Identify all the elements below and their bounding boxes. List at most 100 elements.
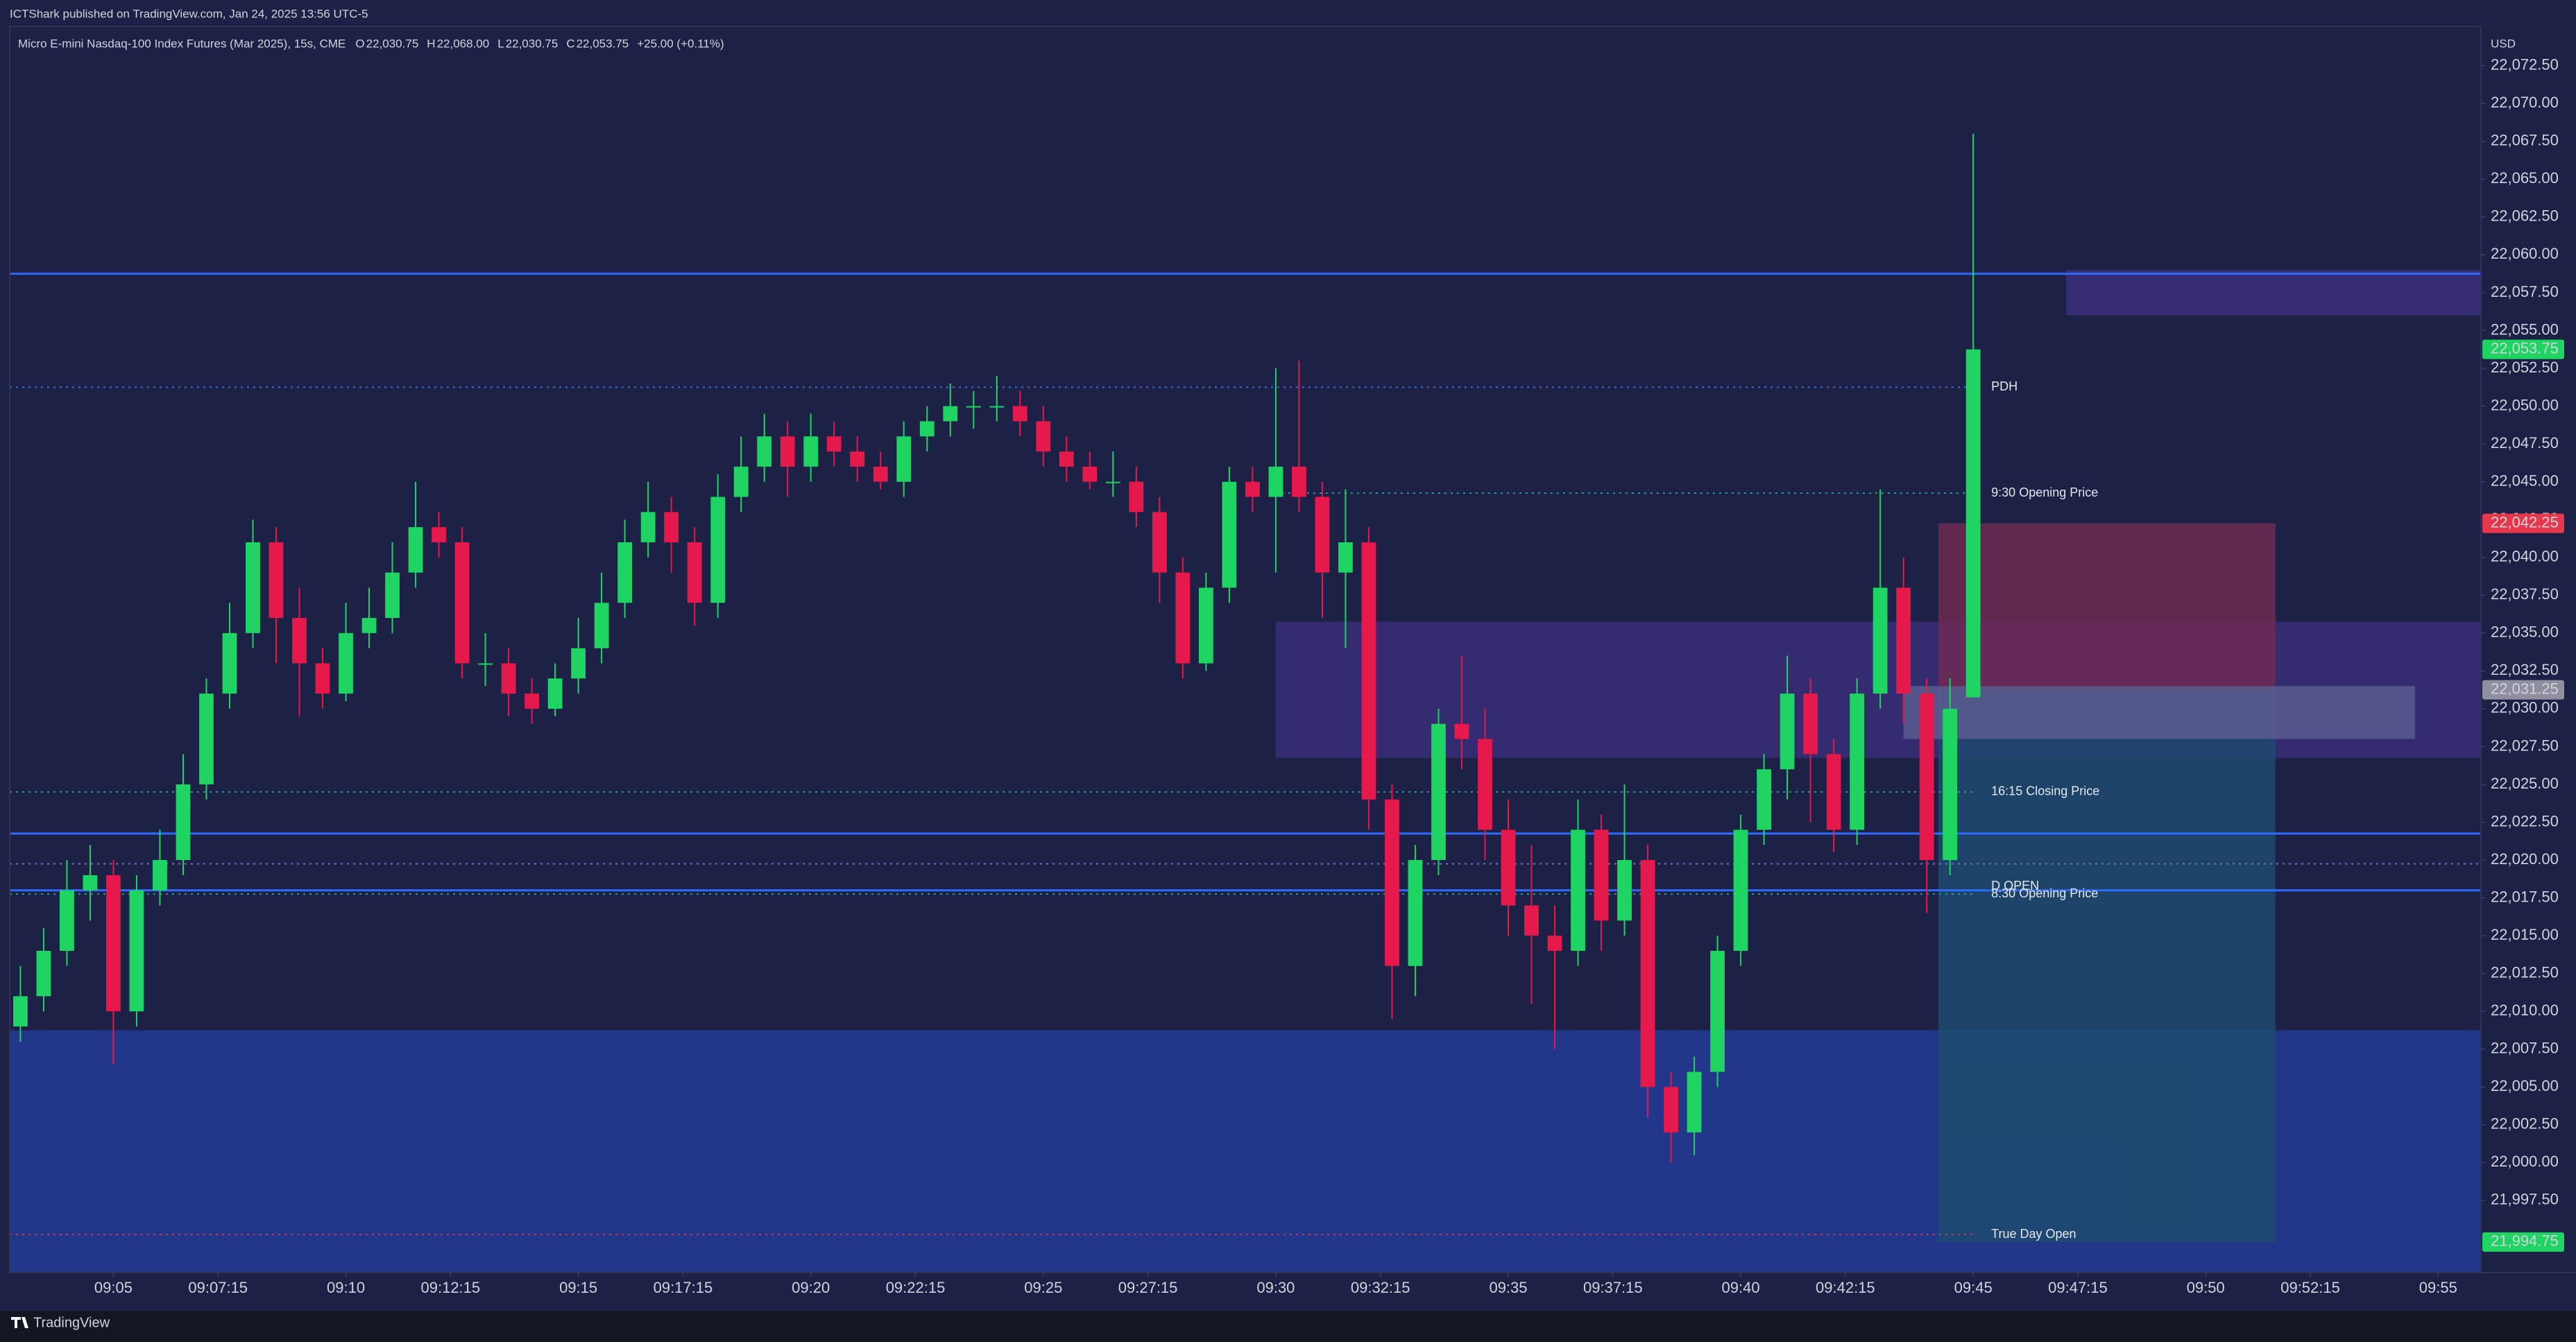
x-tick-label: 09:30 [1256, 1279, 1295, 1296]
candle-body [1431, 723, 1446, 861]
candle-body [803, 436, 819, 467]
x-tick-label: 09:25 [1024, 1279, 1062, 1296]
y-tick-label: 22,025.00 [2491, 775, 2559, 792]
candle-body [83, 875, 98, 891]
candle-body [361, 618, 377, 633]
legend-key: H [427, 37, 435, 50]
x-tick-label: 09:32:15 [1351, 1279, 1410, 1296]
y-tick-label: 22,012.50 [2491, 964, 2559, 981]
candle-body [1338, 542, 1353, 573]
candle-body [1757, 769, 1771, 830]
candle-body [106, 875, 121, 1012]
candle-body [850, 451, 865, 467]
x-tick-label: 09:40 [1722, 1279, 1760, 1296]
legend-value: 22,068.00 [437, 37, 490, 50]
candle-body [1268, 466, 1283, 497]
candle-body [1292, 466, 1306, 497]
x-tick-label: 09:42:15 [1816, 1279, 1875, 1296]
y-tick-label: 21,997.50 [2491, 1191, 2559, 1208]
candle-body [1175, 572, 1191, 664]
candle-body [1524, 905, 1539, 936]
candle-body [292, 618, 307, 664]
candle-body [478, 663, 493, 665]
symbol: Micro E-mini Nasdaq-100 Index Futures (M… [18, 37, 346, 50]
candle-body [989, 406, 1005, 408]
candle-body [1454, 723, 1469, 739]
y-tick-label: 22,055.00 [2491, 320, 2559, 338]
y-tick-label: 22,060.00 [2491, 245, 2559, 262]
y-tick-label: 22,065.00 [2491, 169, 2559, 187]
candle-body [501, 663, 516, 694]
legend-value: 22,030.75 [366, 37, 419, 50]
candle-body [1478, 739, 1492, 830]
candle-body [1617, 860, 1632, 921]
x-tick-label: 09:52:15 [2280, 1279, 2340, 1296]
legend-value: 22,053.75 [577, 37, 629, 50]
x-tick-label: 09:45 [1954, 1279, 1993, 1296]
candle-body [524, 694, 539, 709]
candle-body [1780, 694, 1795, 770]
y-tick-label: 22,017.50 [2491, 888, 2559, 905]
y-tick-label: 22,032.50 [2491, 661, 2559, 678]
candle-body [339, 633, 353, 694]
candle-body [1547, 936, 1562, 951]
candle-body [1943, 708, 1958, 861]
candle-body [1733, 829, 1748, 951]
candle-body [222, 633, 237, 694]
y-tick-label: 22,027.50 [2491, 737, 2559, 754]
candle-body [1361, 542, 1376, 800]
candles [13, 133, 1981, 1163]
candle-body [60, 890, 74, 951]
y-tick-label: 22,005.00 [2491, 1077, 2559, 1094]
zones [10, 270, 2481, 1273]
candle-body [1803, 694, 1818, 755]
candle-body [153, 860, 167, 891]
axes: 21,997.50 22,000.00 22,002.50 22,005.00 22,0… [94, 56, 2564, 1296]
candle-body [710, 497, 726, 603]
y-tick-label: 22,037.50 [2491, 585, 2559, 603]
candle-body [896, 436, 912, 482]
candle-body [1501, 829, 1516, 906]
candle-body [1245, 481, 1260, 497]
candle-body [640, 512, 656, 542]
x-tick-label: 09:55 [2419, 1279, 2457, 1296]
y-tick-label: 22,050.00 [2491, 396, 2559, 413]
y-tick-label: 22,052.50 [2491, 359, 2559, 376]
candle-body [966, 406, 981, 408]
candle-body [385, 572, 400, 619]
candle-body [13, 996, 28, 1027]
y-tick-label: 22,035.00 [2491, 623, 2559, 641]
candle-body [1896, 587, 1911, 694]
candle-body [1198, 587, 1213, 664]
candle-body [1873, 587, 1888, 694]
x-tick-label: 09:12:15 [421, 1279, 481, 1296]
x-tick-label: 09:15 [559, 1279, 597, 1296]
level-label: PDH [1991, 379, 2018, 393]
zone [1938, 523, 2276, 690]
x-tick-label: 09:20 [792, 1279, 830, 1296]
price-axis [2481, 26, 2576, 1311]
candle-body [1152, 512, 1167, 573]
legend-value: 22,030.75 [506, 37, 558, 50]
candle-body [1571, 829, 1585, 951]
y-tick-label: 22,045.00 [2491, 472, 2559, 489]
candle-body [1687, 1072, 1702, 1133]
x-tick-label: 09:37:15 [1583, 1279, 1643, 1296]
price-tag-label: 22,031.25 [2491, 680, 2559, 697]
candle-body [547, 678, 563, 709]
candle-body [687, 542, 702, 603]
publisher: ICTShark published on TradingView.com, J… [10, 7, 368, 20]
zone [1903, 686, 2415, 739]
y-tick-label: 22,067.50 [2491, 132, 2559, 149]
price-tag-label: 21,994.75 [2491, 1232, 2559, 1250]
candle-body [246, 542, 260, 633]
x-tick-label: 09:35 [1489, 1279, 1527, 1296]
candle-body [943, 406, 958, 422]
candle-body [1965, 349, 1981, 698]
candle-body [780, 436, 795, 467]
x-tick-label: 09:27:15 [1118, 1279, 1178, 1296]
candle-body [571, 648, 586, 679]
currency: USD [2491, 37, 2516, 50]
y-tick-label: 22,020.00 [2491, 850, 2559, 868]
candle-body [1105, 481, 1120, 483]
